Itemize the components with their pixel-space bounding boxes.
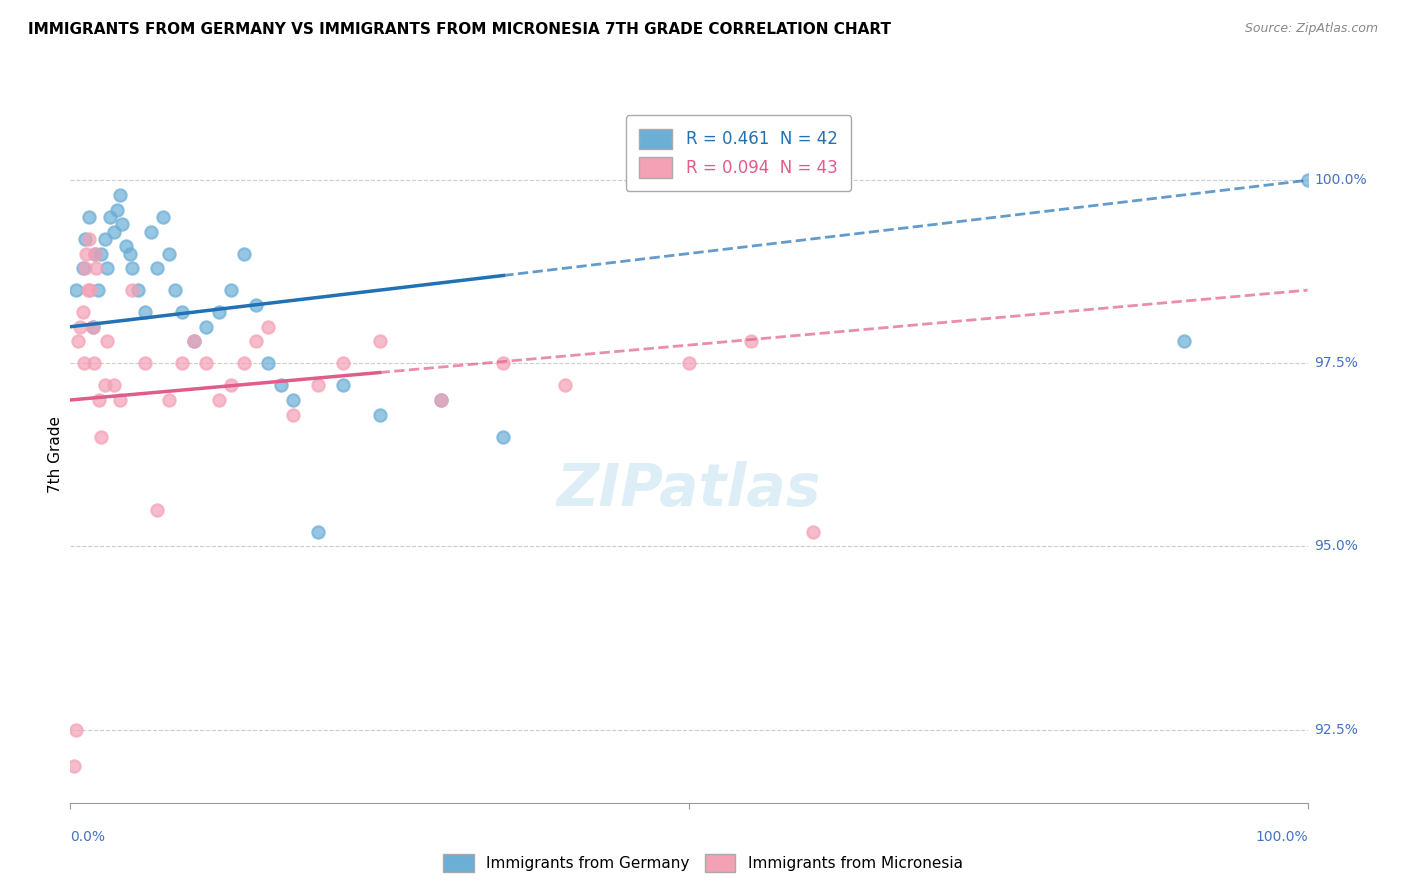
Point	[75, 246, 97, 260]
Point	[98, 210, 121, 224]
Point	[96, 261, 118, 276]
Point	[69, 319, 91, 334]
Point	[111, 217, 134, 231]
Point	[430, 392, 453, 407]
Point	[492, 429, 515, 443]
Point	[165, 283, 187, 297]
Point	[94, 232, 117, 246]
Point	[257, 356, 280, 370]
Point	[84, 246, 107, 260]
Point	[146, 503, 169, 517]
Point	[152, 210, 174, 224]
Point	[115, 239, 138, 253]
Text: 92.5%: 92.5%	[1315, 723, 1358, 737]
Point	[219, 378, 242, 392]
Point	[492, 356, 515, 370]
Point	[139, 225, 162, 239]
Point	[430, 392, 453, 407]
Point	[63, 759, 86, 773]
Point	[105, 202, 128, 217]
Point	[183, 334, 205, 349]
Text: 95.0%: 95.0%	[1315, 540, 1358, 553]
Point	[232, 356, 254, 370]
Point	[84, 246, 107, 260]
Point	[127, 283, 149, 297]
Point	[257, 319, 280, 334]
Point	[183, 334, 205, 349]
Point	[270, 378, 292, 392]
Point	[740, 334, 762, 349]
Point	[146, 261, 169, 276]
Point	[121, 283, 143, 297]
Point	[66, 334, 89, 349]
Y-axis label: 7th Grade: 7th Grade	[48, 417, 63, 493]
Point	[368, 334, 391, 349]
Text: Source: ZipAtlas.com: Source: ZipAtlas.com	[1244, 22, 1378, 36]
Point	[307, 524, 329, 539]
Point	[245, 298, 267, 312]
Point	[208, 305, 231, 319]
Point	[170, 356, 193, 370]
Legend: Immigrants from Germany, Immigrants from Micronesia: Immigrants from Germany, Immigrants from…	[436, 846, 970, 880]
Point	[65, 283, 87, 297]
Text: 100.0%: 100.0%	[1256, 830, 1308, 844]
Point	[72, 261, 94, 276]
Point	[368, 408, 391, 422]
Point	[87, 392, 110, 407]
Point	[75, 232, 97, 246]
Point	[281, 408, 304, 422]
Point	[1296, 173, 1319, 187]
Point	[77, 210, 100, 224]
Point	[86, 283, 108, 297]
Point	[103, 225, 125, 239]
Point	[332, 356, 354, 370]
Point	[82, 319, 104, 334]
Point	[73, 356, 96, 370]
Point	[118, 246, 141, 260]
Point	[96, 334, 118, 349]
Point	[678, 356, 700, 370]
Point	[65, 723, 87, 737]
Point	[134, 356, 156, 370]
Point	[195, 356, 218, 370]
Text: IMMIGRANTS FROM GERMANY VS IMMIGRANTS FROM MICRONESIA 7TH GRADE CORRELATION CHAR: IMMIGRANTS FROM GERMANY VS IMMIGRANTS FR…	[28, 22, 891, 37]
Point	[332, 378, 354, 392]
Point	[134, 305, 156, 319]
Point	[307, 378, 329, 392]
Point	[170, 305, 193, 319]
Point	[84, 261, 107, 276]
Point	[76, 283, 98, 297]
Point	[79, 283, 101, 297]
Text: 0.0%: 0.0%	[70, 830, 105, 844]
Point	[801, 524, 824, 539]
Text: 100.0%: 100.0%	[1315, 173, 1367, 187]
Point	[195, 319, 218, 334]
Point	[77, 232, 100, 246]
Point	[90, 429, 112, 443]
Point	[108, 392, 131, 407]
Point	[83, 356, 105, 370]
Point	[245, 334, 267, 349]
Point	[554, 378, 576, 392]
Point	[108, 188, 131, 202]
Point	[219, 283, 242, 297]
Point	[82, 319, 104, 334]
Point	[75, 261, 97, 276]
Point	[281, 392, 304, 407]
Point	[90, 246, 112, 260]
Point	[232, 246, 254, 260]
Point	[208, 392, 231, 407]
Point	[157, 246, 180, 260]
Point	[1173, 334, 1195, 349]
Text: 97.5%: 97.5%	[1315, 357, 1358, 370]
Text: ZIPatlas: ZIPatlas	[557, 461, 821, 518]
Point	[157, 392, 180, 407]
Point	[94, 378, 117, 392]
Point	[121, 261, 143, 276]
Point	[103, 378, 125, 392]
Point	[72, 305, 94, 319]
Legend: R = 0.461  N = 42, R = 0.094  N = 43: R = 0.461 N = 42, R = 0.094 N = 43	[626, 115, 851, 191]
